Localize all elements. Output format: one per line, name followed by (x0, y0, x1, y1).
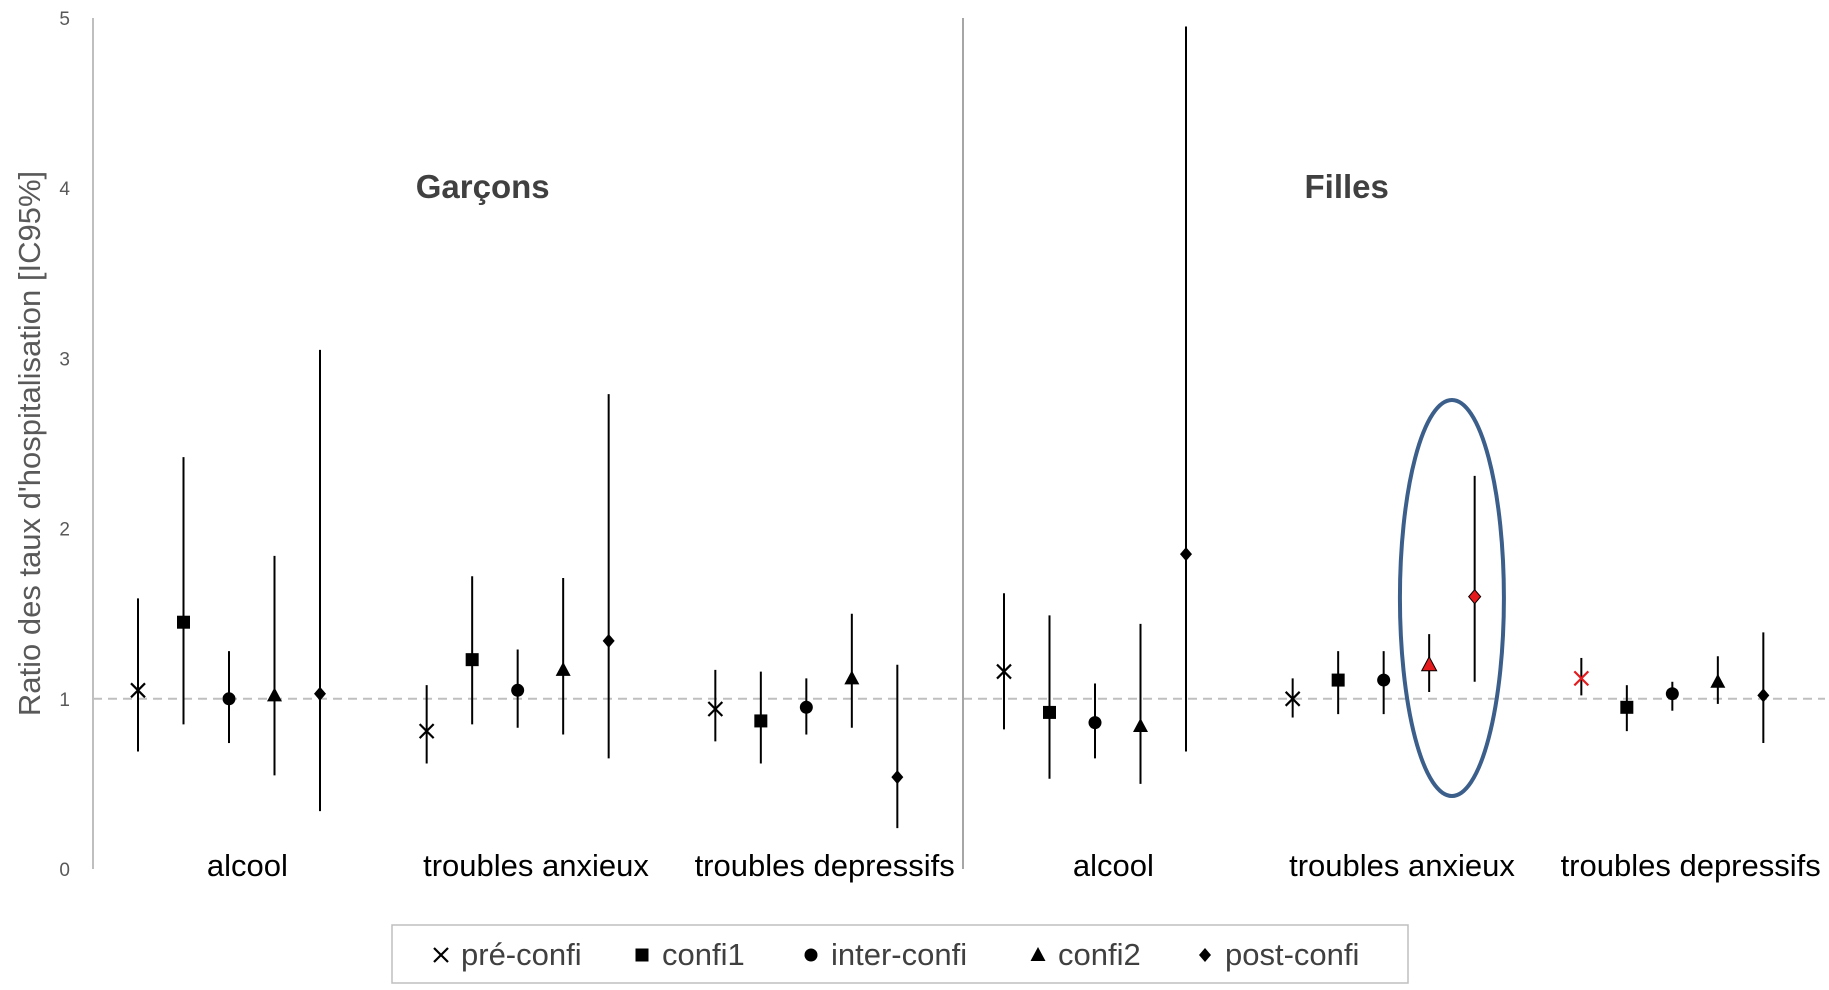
data-point-pr-confi (996, 663, 1012, 680)
y-axis-title: Ratio des taux d'hospitalisation [IC95%] (12, 171, 47, 716)
data-point-post-confi (314, 686, 326, 701)
data-point-pr-confi-stroke (1573, 670, 1590, 687)
data-point-post-confi (1468, 588, 1482, 605)
data-point-confi1 (177, 615, 190, 629)
y-tick-label: 3 (59, 349, 70, 370)
panel-title: Filles (1305, 168, 1389, 205)
category-label: troubles anxieux (1289, 848, 1515, 883)
data-point-pr-confi (707, 701, 724, 717)
data-point-inter-confi (511, 683, 525, 697)
data-point-inter-confi (1088, 716, 1102, 730)
data-point-pr-confi (1573, 670, 1590, 687)
category-label: troubles depressifs (1561, 848, 1821, 883)
data-point-inter-confi (1377, 673, 1391, 687)
data-point-confi2 (844, 670, 860, 685)
y-tick-label: 4 (59, 179, 70, 200)
data-point-post-confi (891, 770, 904, 785)
data-point-confi1 (465, 653, 479, 667)
data-point-pr-confi-stroke (418, 723, 435, 739)
data-point-pr-confi-stroke (996, 663, 1012, 680)
data-point-post-confi (1180, 547, 1192, 562)
data-point-confi2 (1710, 673, 1726, 688)
y-tick-label: 1 (59, 690, 70, 711)
data-point-confi1 (754, 714, 768, 728)
legend-marker-inter-confi (804, 948, 818, 962)
data-point-pr-confi-stroke (1284, 691, 1301, 707)
data-point-inter-confi (1665, 687, 1679, 701)
legend-marker-confi1 (635, 948, 649, 962)
data-point-pr-confi (130, 682, 146, 699)
legend-label: post-confi (1225, 937, 1359, 972)
data-point-confi2 (1133, 718, 1148, 733)
data-point-confi1 (1620, 700, 1634, 714)
data-point-pr-confi-stroke (707, 701, 724, 717)
data-point-inter-confi (222, 692, 236, 706)
data-point-confi2 (1420, 655, 1438, 672)
legend-marker-pr-confi-stroke (433, 947, 449, 963)
panel-title: Garçons (416, 168, 550, 205)
legend-marker-post-confi (1199, 948, 1211, 962)
category-label: alcool (207, 848, 288, 883)
y-tick-label: 5 (59, 9, 70, 30)
legend-label: pré-confi (461, 937, 582, 972)
category-label: troubles anxieux (423, 848, 649, 883)
y-tick-label: 0 (59, 860, 70, 881)
data-point-confi2 (267, 687, 282, 702)
legend-box (391, 924, 1409, 984)
legend-marker-confi2 (1030, 947, 1046, 961)
highlight-ellipse (1397, 398, 1506, 798)
data-point-confi1 (1331, 673, 1345, 687)
data-point-post-confi (1757, 688, 1770, 703)
data-point-confi1 (1043, 705, 1056, 719)
category-label: troubles depressifs (695, 848, 955, 883)
data-point-pr-confi-stroke (130, 682, 146, 699)
legend-label: confi1 (662, 937, 745, 972)
legend-label: confi2 (1058, 937, 1141, 972)
data-point-post-confi (602, 633, 615, 648)
legend-marker-pr-confi (433, 947, 449, 963)
category-label: alcool (1073, 848, 1154, 883)
y-tick-label: 2 (59, 520, 70, 541)
data-point-confi2 (555, 661, 571, 676)
legend-label: inter-confi (831, 937, 967, 972)
data-point-pr-confi (1284, 691, 1301, 707)
data-point-pr-confi (418, 723, 435, 739)
data-point-inter-confi (799, 700, 813, 714)
